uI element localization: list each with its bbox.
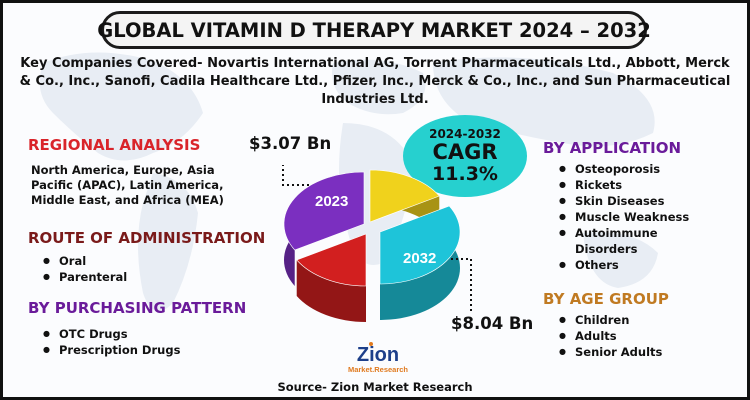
list-item: Osteoporosis — [559, 161, 709, 177]
by-application-title: BY APPLICATION — [543, 139, 682, 157]
list-item: Oral — [43, 253, 127, 269]
list-item: OTC Drugs — [43, 326, 180, 342]
value-label-2023: $3.07 Bn — [249, 134, 332, 153]
list-item: Others — [559, 257, 709, 273]
source-text: Source- Zion Market Research — [277, 380, 473, 394]
list-item: Prescription Drugs — [43, 342, 180, 358]
list-item: Muscle Weakness — [559, 209, 709, 225]
svg-text:Zion: Zion — [357, 344, 399, 366]
connector-2032 — [451, 258, 472, 313]
connector-2023 — [282, 165, 309, 186]
purchasing-list: OTC Drugs Prescription Drugs — [43, 326, 180, 358]
pie-slice-red-side — [296, 260, 366, 322]
cagr-years: 2024-2032 — [429, 127, 501, 141]
list-item: Skin Diseases — [559, 193, 709, 209]
cagr-value: 11.3% — [432, 163, 498, 185]
route-list: Oral Parenteral — [43, 253, 127, 285]
list-item: Senior Adults — [559, 344, 662, 360]
pie-slice-red — [296, 233, 367, 287]
cagr-label: CAGR — [432, 140, 498, 164]
list-item: Children — [559, 312, 662, 328]
slice-label-2023: 2023 — [315, 193, 348, 210]
pie-slice-yellow — [369, 169, 440, 223]
regional-analysis-body: North America, Europe, Asia Pacific (APA… — [31, 163, 224, 207]
pie-chart: 2023 2032 — [282, 165, 472, 322]
page-title: GLOBAL VITAMIN D THERAPY MARKET 2024 – 2… — [97, 11, 651, 49]
age-group-list: Children Adults Senior Adults — [559, 312, 662, 360]
svg-text:Market.Research: Market.Research — [348, 365, 408, 374]
purchasing-pattern-title: BY PURCHASING PATTERN — [28, 299, 247, 317]
application-list: Osteoporosis Rickets Skin Diseases Muscl… — [559, 161, 709, 273]
list-item: Parenteral — [43, 269, 127, 285]
route-of-administration-title: ROUTE OF ADMINISTRATION — [28, 229, 266, 247]
by-age-group-title: BY AGE GROUP — [543, 290, 669, 308]
cagr-badge: 2024-2032 CAGR 11.3% — [403, 115, 527, 197]
pie-slice-2032 — [379, 205, 461, 285]
value-label-2032: $8.04 Bn — [451, 314, 534, 333]
list-item: Adults — [559, 328, 662, 344]
list-item: Autoimmune Disorders — [559, 225, 659, 257]
pie-slice-2032-side — [380, 206, 460, 320]
regional-analysis-title: REGIONAL ANALYSIS — [28, 136, 201, 154]
pie-slice-2023 — [283, 171, 365, 251]
key-companies-text: Key Companies Covered- Novartis Internat… — [19, 56, 731, 107]
list-item: Rickets — [559, 177, 709, 193]
zion-logo: Zion Market.Research — [343, 341, 413, 375]
slice-label-2032: 2032 — [403, 250, 436, 267]
